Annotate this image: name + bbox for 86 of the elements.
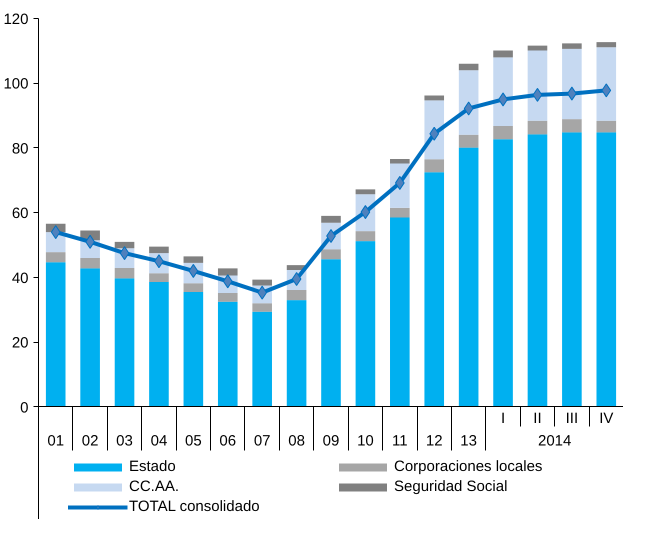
- y-tick-label: 120: [3, 11, 29, 28]
- bar: [184, 256, 204, 263]
- bar: [528, 46, 548, 51]
- bar: [390, 158, 410, 164]
- bar: [596, 47, 616, 121]
- bar: [184, 283, 204, 292]
- y-tick-label: 20: [12, 334, 29, 352]
- x-tick-label: 07: [254, 432, 271, 450]
- bar: [149, 282, 169, 407]
- x-tick-label: III: [566, 410, 578, 428]
- bar: [528, 134, 548, 407]
- bar: [184, 292, 204, 407]
- x-tick-label: 13: [460, 432, 477, 450]
- bar: [114, 242, 134, 248]
- bar: [149, 246, 169, 254]
- x-tick-label: I: [500, 410, 506, 428]
- x-tick-label: 04: [150, 432, 168, 450]
- bar: [596, 42, 616, 48]
- bar: [458, 64, 478, 70]
- bar: [493, 57, 513, 126]
- bar: [218, 292, 238, 302]
- x-tick-label: 12: [426, 432, 443, 450]
- bar: [424, 159, 444, 172]
- bar: [596, 132, 616, 407]
- legend-label: CC.AA.: [129, 478, 180, 495]
- bar: [46, 252, 66, 262]
- bar: [252, 312, 272, 407]
- bar: [286, 300, 306, 407]
- bar: [458, 134, 478, 148]
- point: [429, 126, 440, 141]
- bar: [596, 120, 616, 132]
- bar: [390, 218, 410, 407]
- x-tick-label: 06: [219, 432, 236, 450]
- bar: [390, 208, 410, 218]
- bar: [46, 262, 66, 407]
- bar: [562, 119, 582, 132]
- point: [601, 83, 612, 98]
- bar: [356, 189, 376, 194]
- bar: [114, 268, 134, 278]
- bar: [424, 96, 444, 100]
- bar: [218, 268, 238, 276]
- bar: [252, 280, 272, 286]
- bar: [458, 70, 478, 135]
- bar: [493, 139, 513, 407]
- bar: [562, 132, 582, 407]
- y-tick-label: 80: [12, 140, 29, 158]
- bar: [356, 241, 376, 407]
- legend-label: Corporaciones locales: [394, 458, 544, 475]
- legend-label: TOTAL consolidado: [129, 498, 261, 515]
- x-tick-label: 09: [322, 432, 340, 450]
- x-tick-label: 10: [357, 432, 374, 450]
- bar: [218, 302, 238, 407]
- bar: [321, 259, 341, 407]
- y-tick-label: 100: [3, 76, 29, 93]
- x-tick-label: 08: [288, 432, 305, 450]
- bar: [528, 120, 548, 134]
- y-tick-label: 60: [12, 205, 29, 222]
- bar: [562, 43, 582, 49]
- x-tick-label: 11: [392, 432, 408, 450]
- y-tick-label: 40: [12, 270, 29, 287]
- legend-label: Seguridad Social: [394, 478, 508, 495]
- text: 2014: [538, 432, 572, 450]
- bar: [286, 290, 306, 300]
- x-tick-label: II: [533, 410, 542, 428]
- x-tick-label: 01: [47, 432, 64, 450]
- bar: [114, 278, 134, 407]
- bar: [321, 249, 341, 260]
- bar: [321, 216, 341, 223]
- bar: [458, 148, 478, 407]
- bar: [493, 126, 513, 140]
- bar: [80, 258, 100, 268]
- bar: [562, 48, 582, 120]
- x-tick-label: IV: [599, 410, 614, 428]
- x-tick-label: 02: [82, 432, 98, 450]
- bar: [356, 231, 376, 242]
- legend-label: Estado: [129, 458, 177, 475]
- bar: [493, 50, 513, 58]
- bar: [528, 50, 548, 121]
- point: [50, 225, 61, 240]
- x-tick-label: 05: [185, 432, 202, 450]
- bar: [80, 268, 100, 407]
- y-tick-label: 0: [20, 399, 28, 416]
- bar: [149, 273, 169, 282]
- x-tick-label: 03: [116, 432, 133, 450]
- bar: [252, 303, 272, 312]
- bar: [424, 172, 444, 407]
